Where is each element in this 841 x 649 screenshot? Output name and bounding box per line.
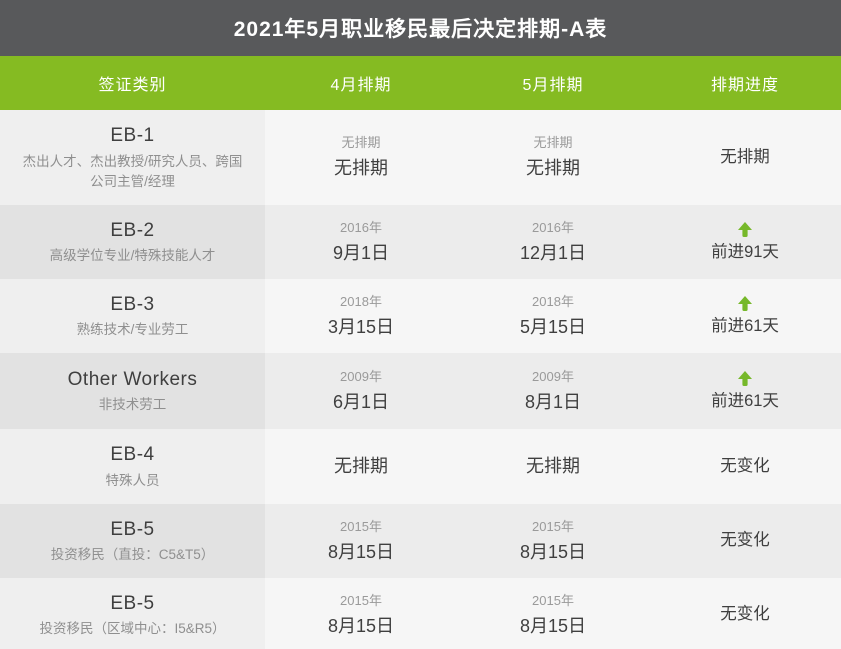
table-row-eb1: EB-1 杰出人才、杰出教授/研究人员、跨国公司主管/经理 无排期 无排期 无排… [0,110,841,205]
may-line1: 2015年 [532,518,574,534]
april-line1: 2009年 [340,368,382,384]
category-name: EB-5 [110,518,155,540]
progress-text: 无变化 [720,531,770,550]
column-header-may: 5月排期 [522,77,584,94]
may-line1: 无排期 [533,135,573,151]
may-cell: 2009年 8月1日 [457,353,649,429]
category-name: Other Workers [67,368,198,390]
table-row-eb4: EB-4 特殊人员 无排期 无排期 无变化 [0,429,841,504]
may-cell: 2015年 8月15日 [457,578,649,649]
category-name: EB-1 [110,124,155,146]
progress-cell: 前进61天 [649,279,841,353]
progress-text: 无变化 [720,456,770,475]
arrow-up-icon [737,370,753,387]
column-header-progress: 排期进度 [710,77,779,94]
may-cell: 无排期 [457,429,649,504]
april-cell: 2016年 9月1日 [265,205,457,279]
category-subtitle: 杰出人才、杰出教授/研究人员、跨国公司主管/经理 [22,153,243,189]
column-header-april: 4月排期 [330,77,392,94]
progress-text: 无排期 [720,147,770,166]
category-cell: EB-5 投资移民（直投：C5&T5） [0,504,265,578]
progress-cell: 无排期 [649,110,841,205]
may-line2: 8月1日 [524,391,582,412]
progress-text: 前进91天 [711,242,779,261]
arrow-up-icon [737,295,753,312]
arrow-up-icon [737,221,753,238]
april-line2: 无排期 [334,158,388,178]
progress-text: 前进61天 [711,316,779,335]
april-line2: 9月1日 [332,242,390,263]
april-line1: 无排期 [341,135,381,151]
table-row-eb3: EB-3 熟练技术/专业劳工 2018年 3月15日 2018年 5月15日 前… [0,279,841,353]
may-line2: 无排期 [526,455,580,476]
category-cell: EB-1 杰出人才、杰出教授/研究人员、跨国公司主管/经理 [0,110,265,205]
category-name: EB-3 [110,293,155,315]
may-line1: 2016年 [532,219,574,235]
april-line2: 无排期 [334,455,388,476]
may-line2: 12月1日 [519,242,587,263]
april-cell: 2015年 8月15日 [265,578,457,649]
progress-cell: 无变化 [649,578,841,649]
progress-cell: 无变化 [649,429,841,504]
april-line1: 2015年 [340,592,382,608]
april-line1: 2016年 [340,219,382,235]
may-cell: 2018年 5月15日 [457,279,649,353]
category-cell: Other Workers 非技术劳工 [0,353,265,429]
category-subtitle: 投资移民（区域中心：I5&R5） [39,621,226,637]
category-subtitle: 熟练技术/专业劳工 [76,322,189,338]
table-row-eb5-direct: EB-5 投资移民（直投：C5&T5） 2015年 8月15日 2015年 8月… [0,504,841,578]
category-subtitle: 特殊人员 [105,472,160,488]
may-line2: 8月15日 [519,615,587,636]
april-cell: 无排期 无排期 [265,110,457,205]
april-line2: 6月1日 [332,391,390,412]
progress-text: 无变化 [720,605,770,624]
progress-text: 前进61天 [711,391,779,410]
progress-cell: 前进61天 [649,353,841,429]
category-name: EB-5 [110,592,155,614]
may-line2: 无排期 [526,158,580,178]
april-cell: 2018年 3月15日 [265,279,457,353]
category-cell: EB-2 高级学位专业/特殊技能人才 [0,205,265,279]
progress-cell: 前进91天 [649,205,841,279]
category-subtitle: 高级学位专业/特殊技能人才 [49,248,216,264]
column-header-visa-type: 签证类别 [98,77,167,94]
april-line2: 3月15日 [327,316,395,337]
category-name: EB-4 [110,444,155,466]
page-title: 2021年5月职业移民最后决定排期-A表 [233,18,608,41]
april-cell: 2009年 6月1日 [265,353,457,429]
april-line1: 2015年 [340,518,382,534]
category-name: EB-2 [110,219,155,241]
title-bar: 2021年5月职业移民最后决定排期-A表 [0,0,841,56]
category-subtitle: 投资移民（直投：C5&T5） [50,547,215,563]
may-line1: 2015年 [532,592,574,608]
category-cell: EB-3 熟练技术/专业劳工 [0,279,265,353]
progress-cell: 无变化 [649,504,841,578]
table-row-eb2: EB-2 高级学位专业/特殊技能人才 2016年 9月1日 2016年 12月1… [0,205,841,279]
april-line1: 2018年 [340,293,382,309]
table-row-eb5-regional: EB-5 投资移民（区域中心：I5&R5） 2015年 8月15日 2015年 … [0,578,841,649]
may-line2: 5月15日 [519,316,587,337]
may-cell: 2015年 8月15日 [457,504,649,578]
april-cell: 无排期 [265,429,457,504]
table-header-row: 签证类别 4月排期 5月排期 排期进度 [0,56,841,110]
may-line1: 2018年 [532,293,574,309]
table-row-other-workers: Other Workers 非技术劳工 2009年 6月1日 2009年 8月1… [0,353,841,429]
may-line2: 8月15日 [519,541,587,562]
april-cell: 2015年 8月15日 [265,504,457,578]
april-line2: 8月15日 [327,615,395,636]
category-subtitle: 非技术劳工 [98,397,167,413]
may-line1: 2009年 [532,368,574,384]
category-cell: EB-4 特殊人员 [0,429,265,504]
may-cell: 2016年 12月1日 [457,205,649,279]
category-cell: EB-5 投资移民（区域中心：I5&R5） [0,578,265,649]
april-line2: 8月15日 [327,541,395,562]
may-cell: 无排期 无排期 [457,110,649,205]
